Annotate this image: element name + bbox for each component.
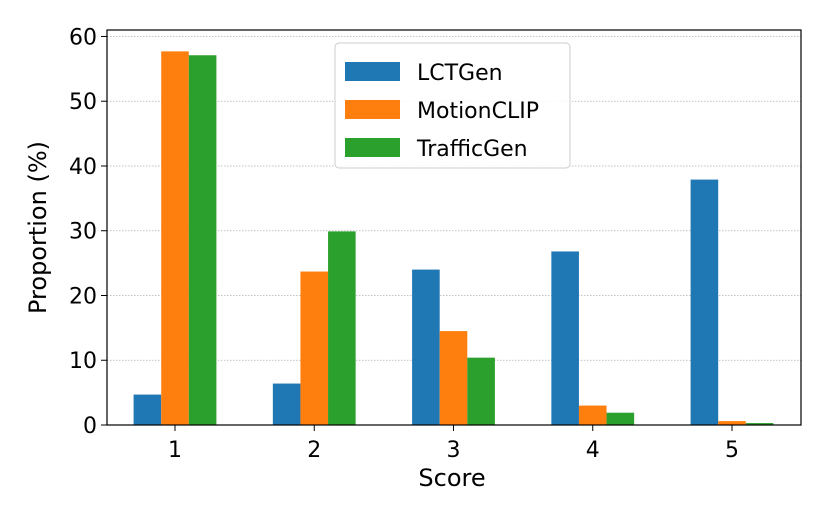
- bar-lctgen-score-2: [272, 383, 301, 425]
- y-axis-label: Proportion (%): [24, 141, 52, 314]
- x-tick-label: 1: [168, 438, 182, 463]
- bar-trafficgen-score-4: [606, 412, 635, 425]
- y-tick-label: 20: [69, 284, 97, 309]
- legend-label: LCTGen: [417, 61, 503, 86]
- bar-trafficgen-score-2: [328, 231, 356, 425]
- x-tick-label: 4: [586, 438, 600, 463]
- bar-motionclip-score-3: [439, 331, 468, 425]
- bar-motionclip-score-4: [578, 405, 607, 425]
- y-axis-ticks: 0 10 20 30 40 50 60: [69, 25, 107, 439]
- x-tick-label: 3: [447, 438, 461, 463]
- legend-swatch: [345, 100, 400, 119]
- bar-motionclip-score-2: [300, 271, 329, 425]
- bar-lctgen-score-3: [412, 269, 440, 425]
- bar-motionclip-score-1: [161, 51, 189, 426]
- x-axis-label: Score: [418, 464, 485, 492]
- bar-trafficgen-score-5: [745, 423, 774, 425]
- y-tick-label: 0: [83, 414, 97, 439]
- x-tick-label: 2: [307, 438, 321, 463]
- legend-swatch: [345, 62, 400, 81]
- y-tick-label: 50: [69, 90, 97, 115]
- bar-motionclip-score-5: [718, 421, 746, 425]
- y-tick-label: 10: [69, 349, 97, 374]
- bar-lctgen-score-5: [690, 179, 719, 425]
- bars: [133, 51, 774, 426]
- y-tick-label: 60: [69, 25, 97, 50]
- legend-label: MotionCLIP: [417, 99, 539, 124]
- legend-swatch: [345, 138, 400, 157]
- bar-trafficgen-score-1: [188, 55, 217, 426]
- legend: LCTGen MotionCLIP TrafficGen: [334, 42, 571, 169]
- y-tick-label: 30: [69, 220, 97, 245]
- x-axis-ticks: 1 2 3 4 5: [168, 425, 739, 463]
- bar-lctgen-score-4: [551, 251, 579, 425]
- bar-lctgen-score-1: [133, 394, 162, 425]
- x-tick-label: 5: [725, 438, 739, 463]
- legend-label: TrafficGen: [416, 137, 528, 162]
- y-tick-label: 40: [69, 155, 97, 180]
- bar-trafficgen-score-3: [467, 357, 495, 425]
